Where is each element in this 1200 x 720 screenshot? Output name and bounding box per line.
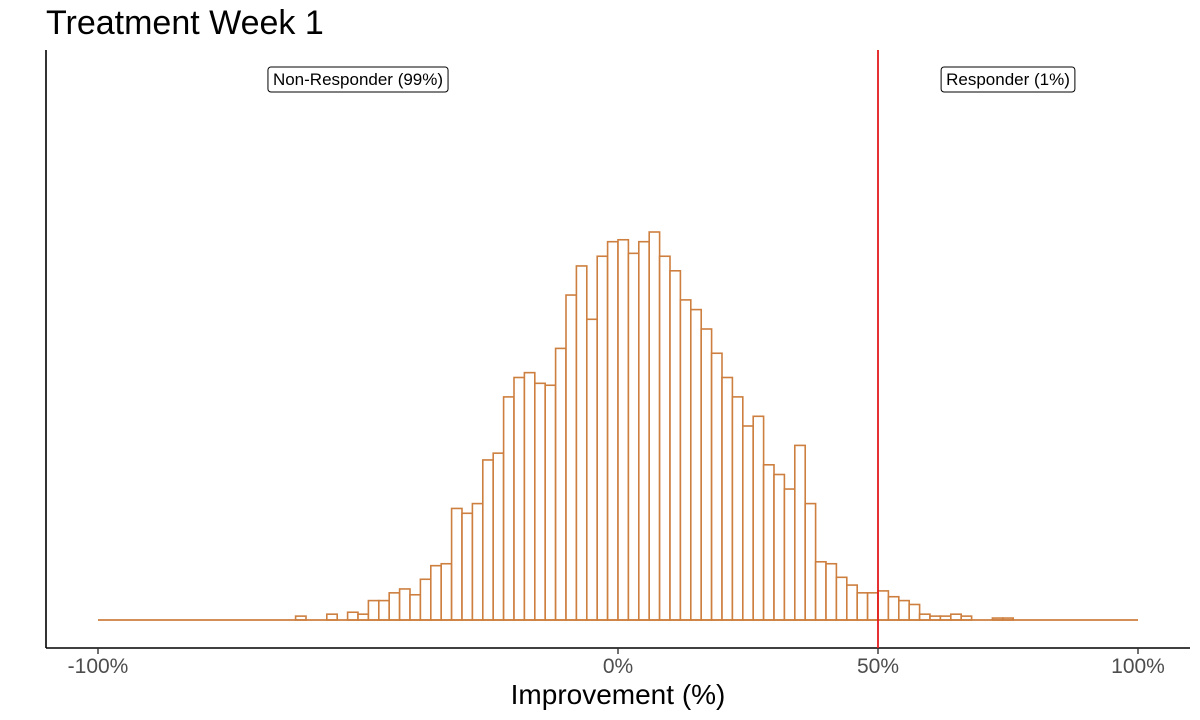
histogram-bar (388, 592, 401, 621)
histogram-bar (710, 352, 723, 621)
histogram-bar (741, 425, 754, 621)
histogram-bar (585, 318, 598, 621)
histogram-bar (492, 452, 505, 621)
histogram-bar (481, 459, 494, 621)
histogram-bar (814, 560, 827, 621)
histogram-bar (648, 231, 661, 621)
histogram-bar (523, 371, 536, 621)
x-tick-label: 100% (1111, 655, 1165, 678)
histogram-bar (783, 488, 796, 621)
histogram-bar (825, 562, 838, 621)
histogram-bar (887, 595, 900, 621)
histogram-bar (429, 564, 442, 621)
histogram-bar (793, 444, 806, 621)
histogram-bar (377, 599, 390, 621)
histogram-bar (617, 238, 630, 621)
histogram-bar (471, 502, 484, 621)
histogram-bar (845, 584, 858, 621)
histogram-bar (908, 603, 921, 621)
histogram-bar (533, 382, 546, 621)
histogram-bar (679, 299, 692, 621)
non-responder-box (267, 66, 449, 93)
responder-text: Responder (1%) (946, 70, 1070, 89)
x-tick-label: -100% (68, 655, 129, 678)
histogram-bar (398, 588, 411, 621)
histogram-bar (409, 593, 422, 621)
histogram-bar (773, 473, 786, 621)
histogram-bar (762, 463, 775, 621)
non-responder-label: Non-Responder (99%) (267, 66, 449, 93)
x-tick-label: 50% (857, 655, 899, 678)
responder-label: Responder (1%) (940, 66, 1076, 93)
histogram-bar (419, 578, 432, 621)
histogram-bar (700, 328, 713, 621)
histogram-bar (606, 240, 619, 621)
histogram-bar (856, 592, 869, 621)
histogram-bar (554, 347, 567, 621)
x-tick-label: 0% (603, 655, 633, 678)
x-ticks: -100% 0% 50% 100% (68, 648, 1165, 678)
histogram-bar (637, 240, 650, 621)
histogram-bar (544, 384, 557, 621)
histogram-bar (627, 252, 640, 621)
histogram-bar (367, 599, 380, 621)
histogram-bar (450, 507, 463, 621)
histogram-bar (897, 599, 910, 621)
non-responder-text: Non-Responder (99%) (273, 70, 443, 89)
histogram-bar (346, 611, 359, 621)
bars-group (294, 231, 1014, 621)
histogram-bar (658, 255, 671, 621)
histogram-bar (669, 269, 682, 621)
histogram-bar (804, 502, 817, 621)
histogram-bar (835, 576, 848, 621)
histogram-bar (866, 592, 879, 621)
chart-title: Treatment Week 1 (46, 4, 324, 42)
histogram-bar (596, 255, 609, 621)
histogram-bar (877, 590, 890, 621)
histogram-bar (731, 396, 744, 621)
x-axis-title: Improvement (%) (511, 679, 726, 710)
histogram-bar (502, 396, 515, 621)
histogram-bar (513, 376, 526, 621)
histogram-bar (565, 294, 578, 621)
histogram-bar (575, 265, 588, 621)
histogram-bar (689, 308, 702, 621)
histogram-bar (721, 376, 734, 621)
histogram-bar (440, 562, 453, 621)
responder-box (940, 66, 1076, 93)
histogram-bar (461, 512, 474, 621)
histogram-bar (752, 415, 765, 621)
